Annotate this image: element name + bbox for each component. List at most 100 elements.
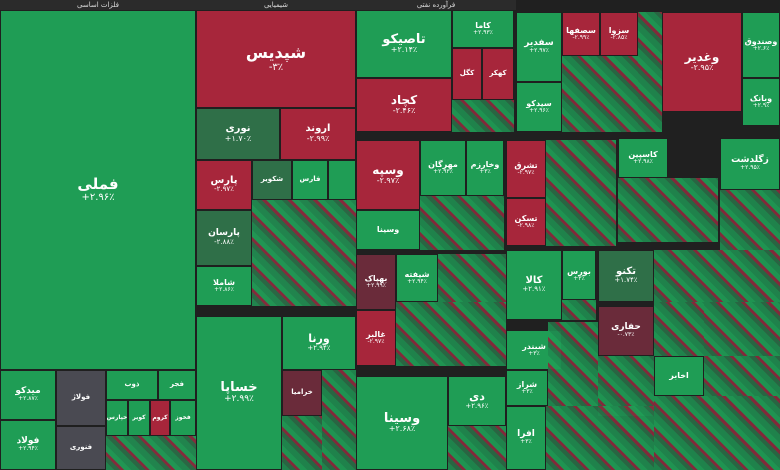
tile-cluster-auto[interactable] <box>322 370 356 470</box>
tile-cluster-refinery[interactable] <box>548 322 598 406</box>
tile-cluster-transport[interactable] <box>720 190 780 250</box>
tile-label: فولاژ <box>71 393 91 402</box>
tile-cluster-food[interactable] <box>396 302 506 366</box>
tile-cluster-investment[interactable] <box>420 196 504 250</box>
tile-vbank[interactable]: وبانک +۲.۹٪ <box>742 78 780 126</box>
tile-khepars[interactable]: خپارس <box>106 400 128 436</box>
tile-kavir[interactable]: کویر <box>128 400 150 436</box>
tile-label: وخارزم <box>470 159 500 169</box>
tile-varna[interactable]: ورنا +۲.۹۴٪ <box>282 316 356 370</box>
tile-bours[interactable]: بورس +۳٪ <box>562 250 596 300</box>
tile-cluster-cement[interactable] <box>562 56 638 132</box>
tile-arvand[interactable]: اروند -۲.۹۹٪ <box>280 108 356 160</box>
tile-sidko[interactable]: سیدکو +۲.۹۶٪ <box>516 82 562 132</box>
tile-cluster-telecom[interactable] <box>704 356 780 396</box>
tile-cluster-food-2[interactable] <box>438 254 506 302</box>
tile-change: +۲.۹٪ <box>752 101 770 109</box>
tile-kroum[interactable]: کروم <box>150 400 170 436</box>
tile-vesapeh[interactable]: وسپه -۲.۹۷٪ <box>356 140 420 210</box>
tile-afra[interactable]: افرا +۳٪ <box>506 406 546 470</box>
tile-vsina[interactable]: وسینا <box>356 210 420 250</box>
tile-di[interactable]: دی +۲.۹۶٪ <box>448 376 506 426</box>
tile-cluster-ceramics[interactable] <box>654 302 704 356</box>
tile-sandoogh[interactable]: وصندوق +۲.۶٪ <box>742 12 780 78</box>
tile-cluster-banks[interactable] <box>448 426 506 470</box>
tile-kama[interactable]: کاما +۲.۹۳٪ <box>452 10 514 48</box>
tile-label: اخابر <box>669 370 689 380</box>
tile-cluster-finance[interactable] <box>562 300 596 320</box>
tile-small-1[interactable] <box>328 160 356 200</box>
tile-label: کچاد <box>390 93 418 108</box>
tile-vghadir[interactable]: وغدیر -۲.۹۵٪ <box>662 12 742 112</box>
tile-change: -۳٪ <box>268 61 284 73</box>
tile-pars[interactable]: پارس -۲.۹۷٪ <box>196 160 252 210</box>
tile-vsina2[interactable]: وسینا +۲.۶۸٪ <box>356 376 448 470</box>
tile-cluster-auto-2[interactable] <box>282 416 322 470</box>
tile-cluster-utility[interactable] <box>546 406 654 470</box>
tile-zagoldasht[interactable]: زگلدشت +۲.۹۵٪ <box>720 138 780 190</box>
tile-change: +۲.۹۹٪ <box>224 393 254 404</box>
tile-kgad[interactable]: کچاد -۲.۴۶٪ <box>356 78 452 132</box>
tile-shifteh[interactable]: شیفته +۲.۹۴٪ <box>396 254 438 302</box>
tile-fajr[interactable]: فجر <box>158 370 196 400</box>
tile-label: پارس <box>210 174 238 186</box>
tile-sfadir[interactable]: سفدیر +۲.۹۷٪ <box>516 12 562 82</box>
tile-mehrgan[interactable]: مهرگان +۲.۹۳٪ <box>420 140 466 196</box>
tile-label: کروم <box>152 413 168 421</box>
tile-kehar[interactable]: کهکر <box>482 48 514 100</box>
tile-label: خرامیا <box>291 388 313 397</box>
tile-sfahan[interactable]: سصفها -۲.۹۹٪ <box>562 12 600 56</box>
tile-cluster-machinery[interactable] <box>654 250 780 302</box>
tile-behak[interactable]: بهپاک +۲.۹۹٪ <box>356 254 396 310</box>
tile-tasko[interactable]: تاصیکو +۲.۱۴٪ <box>356 10 452 78</box>
tile-haghari[interactable]: حفاری -۰.۷۳٪ <box>598 306 654 356</box>
tile-fenouri[interactable]: فنوری <box>56 426 106 470</box>
tile-aluminium[interactable]: فولاژ <box>56 370 106 426</box>
tile-shekoura[interactable]: شکویر <box>252 160 292 200</box>
tile-foolad[interactable]: فولاد +۲.۹۴٪ <box>0 420 56 470</box>
tile-cluster-multi[interactable] <box>638 12 662 132</box>
tile-cluster-metals[interactable] <box>106 436 196 470</box>
tile-sziva[interactable]: سزوا -۲.۸۵٪ <box>600 12 638 56</box>
tile-khsapa[interactable]: خساپا +۲.۹۹٪ <box>196 316 282 470</box>
tile-tskan[interactable]: تسکن -۲.۹۸٪ <box>506 198 546 246</box>
tile-cluster-insurance[interactable] <box>704 302 780 356</box>
tile-kgal[interactable]: کگل <box>452 48 482 100</box>
tile-label: سفدیر <box>524 37 554 48</box>
tile-ghalbar[interactable]: غالبر -۲.۹۷٪ <box>356 310 396 366</box>
tile-midco[interactable]: میدکو +۲.۸۷٪ <box>0 370 56 420</box>
tile-label: بهپاک <box>364 273 388 283</box>
tile-cluster-mining[interactable] <box>452 100 514 132</box>
tile-label: خساپا <box>220 380 258 396</box>
tile-change: +۲.۹۶٪ <box>81 192 115 204</box>
tile-tshar[interactable]: تشرق -۲.۹۷٪ <box>506 140 546 198</box>
tile-nouri[interactable]: نوری +۱.۷۰٪ <box>196 108 280 160</box>
tile-zob[interactable]: ذوب <box>106 370 158 400</box>
tile-khramia[interactable]: خرامیا <box>282 370 322 416</box>
tile-change: +۲.۹۴٪ <box>18 445 38 453</box>
tile-change: -۲.۹۸٪ <box>517 221 535 229</box>
tile-label: شیفته <box>404 269 430 279</box>
tile-vkhrazm[interactable]: وخارزم +۳٪ <box>466 140 504 196</box>
sector-title: شیمیایی <box>196 0 356 10</box>
tile-tekno[interactable]: تکنو +۱.۷۴٪ <box>598 250 654 302</box>
tile-shaml[interactable]: شاملا +۲.۸۶٪ <box>196 266 252 306</box>
tile-parsan[interactable]: پارسان -۲.۸۸٪ <box>196 210 252 266</box>
tile-cluster-misc[interactable] <box>654 396 780 470</box>
tile-cluster-realestate[interactable] <box>546 140 616 246</box>
tile-label: ورنا <box>308 332 330 346</box>
tile-shiraz[interactable]: شراز +۳٪ <box>506 370 548 406</box>
tile-change: -۲.۹۹٪ <box>572 33 590 41</box>
tile-folad[interactable]: فملی +۲.۹۶٪ <box>0 10 196 370</box>
tile-label: تشرق <box>514 160 538 170</box>
tile-cluster-chemical[interactable] <box>252 200 356 306</box>
tile-shapdis[interactable]: شپدیس -۳٪ <box>196 10 356 108</box>
tile-fkhuz[interactable]: فخوز <box>170 400 196 436</box>
tile-cluster-pharma[interactable] <box>618 178 718 242</box>
tile-kala[interactable]: کالا +۲.۹۱٪ <box>506 250 562 320</box>
tile-akhabar[interactable]: اخابر <box>654 356 704 396</box>
tile-fars[interactable]: فارس <box>292 160 328 200</box>
tile-caspian[interactable]: کاسپین +۲.۹۸٪ <box>618 138 668 178</box>
tile-change: +۲.۸۷٪ <box>18 395 38 403</box>
